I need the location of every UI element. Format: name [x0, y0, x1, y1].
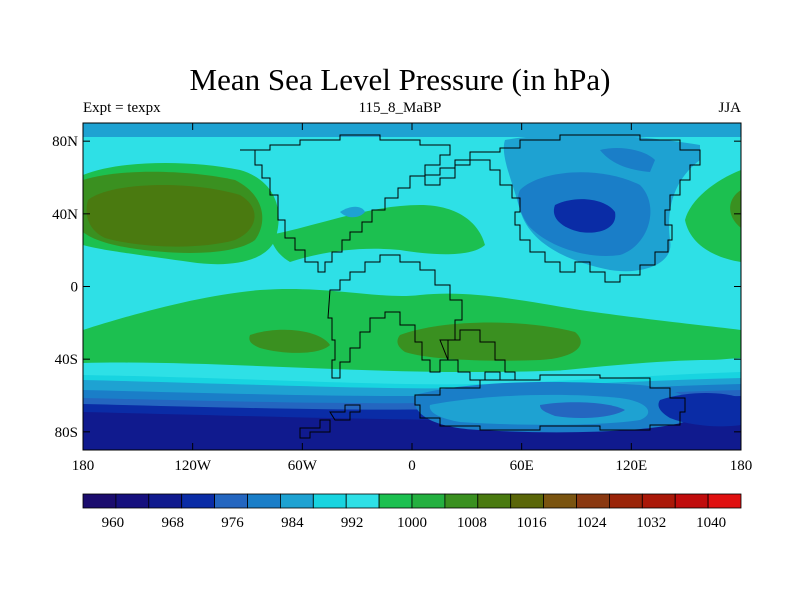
colorbar-label: 1008	[457, 515, 487, 531]
north-pacific-high-core	[86, 184, 255, 247]
asian-low-core	[553, 199, 616, 233]
time-label: 115_8_MaBP	[358, 100, 442, 116]
ne-pacific-high-core	[730, 190, 741, 228]
colorbar-label: 968	[161, 515, 184, 531]
colorbar-swatch	[707, 493, 742, 509]
lon-tick-label: 120W	[174, 458, 212, 474]
colorbar-swatch	[510, 493, 545, 509]
colorbar-swatch	[576, 493, 610, 509]
antarctica-coast	[414, 374, 686, 431]
pressure-field	[83, 123, 741, 450]
antarctic-high-core	[540, 402, 625, 418]
colorbar-swatch	[279, 493, 314, 509]
mediterranean-low	[340, 206, 365, 218]
colorbar-label: 1000	[397, 515, 427, 531]
colorbar-swatch	[214, 493, 248, 509]
lon-tick-label: 180	[72, 458, 95, 474]
colorbar-swatch	[641, 493, 676, 509]
colorbar-swatch	[247, 493, 281, 509]
longitude-axis: 180 120W 60W 0 60E 120E 180	[72, 123, 753, 474]
map-title: Mean Sea Level Pressure (in hPa)	[189, 62, 611, 97]
colorbar-swatch	[444, 493, 479, 509]
latitude-axis: 80N 40N 0 40S 80S	[52, 134, 741, 441]
colorbar-label: 976	[221, 515, 244, 531]
experiment-label: Expt = texpx	[83, 100, 161, 116]
colorbar-label: 1024	[576, 515, 607, 531]
lat-tick-label: 40S	[55, 352, 78, 368]
coastlines	[240, 134, 701, 439]
lat-tick-label: 80N	[52, 134, 78, 150]
colorbar-swatch	[82, 493, 117, 509]
colorbar-label: 992	[341, 515, 364, 531]
sub-antarctic-island	[329, 404, 361, 421]
colorbar-swatch	[609, 493, 643, 509]
amundsen-low	[658, 393, 741, 427]
colorbar-label: 1032	[636, 515, 666, 531]
lat-tick-label: 80S	[55, 425, 78, 441]
lat-tick-label: 0	[71, 280, 79, 296]
lon-tick-label: 120E	[615, 458, 647, 474]
colorbar: 960 968 976 984 992 1000 1008 1016 1024 1032 1040	[82, 493, 742, 531]
colorbar-label: 1016	[517, 515, 548, 531]
ne-pacific-high-outer	[685, 170, 741, 262]
colorbar-swatch	[312, 493, 347, 509]
southern-midlat-band	[83, 358, 741, 385]
colorbar-label: 1040	[696, 515, 726, 531]
eurasia-coast	[424, 134, 701, 283]
colorbar-label: 984	[281, 515, 304, 531]
colorbar-swatch	[181, 493, 215, 509]
lat-tick-label: 40N	[52, 207, 78, 223]
colorbar-swatch	[477, 493, 512, 509]
colorbar-label: 960	[102, 515, 125, 531]
azores-high	[270, 205, 485, 262]
colorbar-swatch	[378, 493, 413, 509]
lon-tick-label: 60W	[288, 458, 318, 474]
season-label: JJA	[718, 100, 741, 116]
lon-tick-label: 60E	[510, 458, 534, 474]
colorbar-swatch	[345, 493, 380, 509]
colorbar-swatch	[411, 493, 446, 509]
antarctic-peninsula	[299, 419, 331, 439]
south-america-coast	[327, 254, 463, 379]
lon-tick-label: 180	[730, 458, 753, 474]
colorbar-swatch	[543, 493, 577, 509]
colorbar-swatch	[148, 493, 183, 509]
south-pacific-high-core	[249, 329, 330, 353]
colorbar-swatch	[674, 493, 709, 509]
north-america-coast	[240, 134, 451, 273]
lon-tick-label: 0	[408, 458, 416, 474]
asian-low-north	[600, 148, 655, 172]
colorbar-swatch	[115, 493, 150, 509]
